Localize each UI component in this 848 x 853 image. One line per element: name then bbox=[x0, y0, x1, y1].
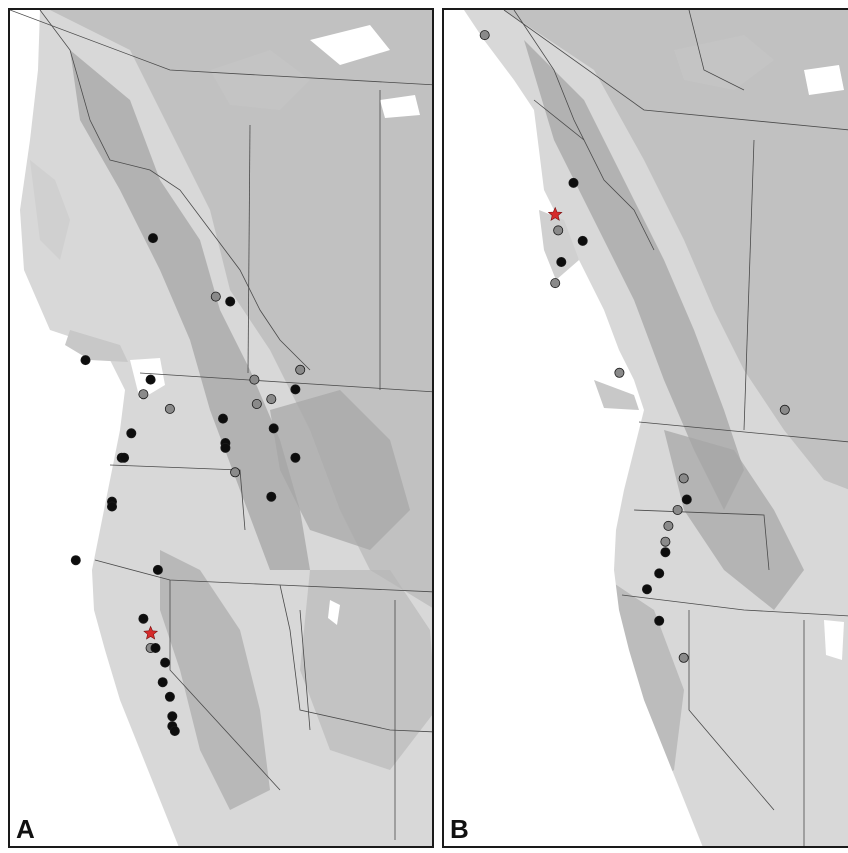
occurrence-dot-black bbox=[147, 233, 158, 244]
occurrence-markers bbox=[479, 30, 790, 663]
occurrence-dot-grey bbox=[295, 364, 306, 375]
occurrence-dot-black bbox=[107, 501, 118, 512]
occurrence-dot-grey bbox=[678, 652, 689, 663]
occurrence-dot-black bbox=[160, 657, 171, 668]
occurrence-dot-black bbox=[80, 355, 91, 366]
occurrence-dot-black bbox=[268, 423, 279, 434]
occurrence-dot-black bbox=[150, 643, 161, 654]
occurrence-dot-black bbox=[660, 547, 671, 558]
occurrence-dot-black bbox=[217, 413, 228, 424]
map-panel-a: A bbox=[8, 8, 434, 848]
occurrence-dot-grey bbox=[164, 403, 175, 414]
occurrence-dot-grey bbox=[779, 404, 790, 415]
occurrence-dot-black bbox=[577, 235, 588, 246]
occurrence-dot-grey bbox=[550, 278, 561, 289]
map-a-canvas bbox=[10, 10, 432, 846]
political-borders bbox=[503, 10, 848, 846]
occurrence-dot-black bbox=[169, 726, 180, 737]
occurrence-dot-black bbox=[290, 452, 301, 463]
occurrence-dot-grey bbox=[251, 398, 262, 409]
occurrence-dot-grey bbox=[614, 367, 625, 378]
type-locality-star bbox=[547, 206, 563, 221]
occurrence-dot-black bbox=[654, 568, 665, 579]
occurrence-dot-black bbox=[266, 491, 277, 502]
occurrence-dot-black bbox=[152, 564, 163, 575]
occurrence-dot-black bbox=[164, 691, 175, 702]
occurrence-dot-black bbox=[119, 452, 130, 463]
occurrence-dot-black bbox=[138, 613, 149, 624]
occurrence-markers bbox=[70, 233, 306, 737]
occurrence-dot-black bbox=[126, 428, 137, 439]
occurrence-dot-grey bbox=[230, 467, 241, 478]
occurrence-dot-black bbox=[167, 711, 178, 722]
occurrence-dot-grey bbox=[249, 374, 260, 385]
map-b-canvas bbox=[444, 10, 848, 846]
type-locality-star bbox=[143, 625, 159, 640]
occurrence-dot-grey bbox=[553, 225, 564, 236]
occurrence-dot-grey bbox=[663, 520, 674, 531]
occurrence-dot-grey bbox=[479, 30, 490, 41]
occurrence-dot-black bbox=[225, 296, 236, 307]
occurrence-dot-black bbox=[681, 494, 692, 505]
occurrence-dot-black bbox=[157, 677, 168, 688]
occurrence-dot-grey bbox=[672, 504, 683, 515]
occurrence-dot-black bbox=[641, 584, 652, 595]
coastline-water bbox=[10, 10, 340, 846]
occurrence-dot-black bbox=[70, 555, 81, 566]
occurrence-dot-grey bbox=[660, 536, 671, 547]
occurrence-dot-black bbox=[654, 615, 665, 626]
occurrence-dot-grey bbox=[138, 389, 149, 400]
occurrence-dot-grey bbox=[210, 291, 221, 302]
occurrence-dot-black bbox=[568, 177, 579, 188]
panel-label-a: A bbox=[16, 814, 35, 844]
occurrence-dot-grey bbox=[266, 394, 277, 405]
panel-label-b: B bbox=[450, 814, 469, 844]
occurrence-dot-grey bbox=[678, 473, 689, 484]
relief-layer bbox=[10, 10, 432, 846]
occurrence-dot-black bbox=[290, 384, 301, 395]
occurrence-dot-black bbox=[145, 374, 156, 385]
coastline-water bbox=[444, 10, 703, 846]
map-panel-b: B bbox=[442, 8, 848, 848]
occurrence-dot-black bbox=[220, 442, 231, 453]
occurrence-dot-black bbox=[556, 256, 567, 267]
political-borders bbox=[10, 10, 432, 840]
